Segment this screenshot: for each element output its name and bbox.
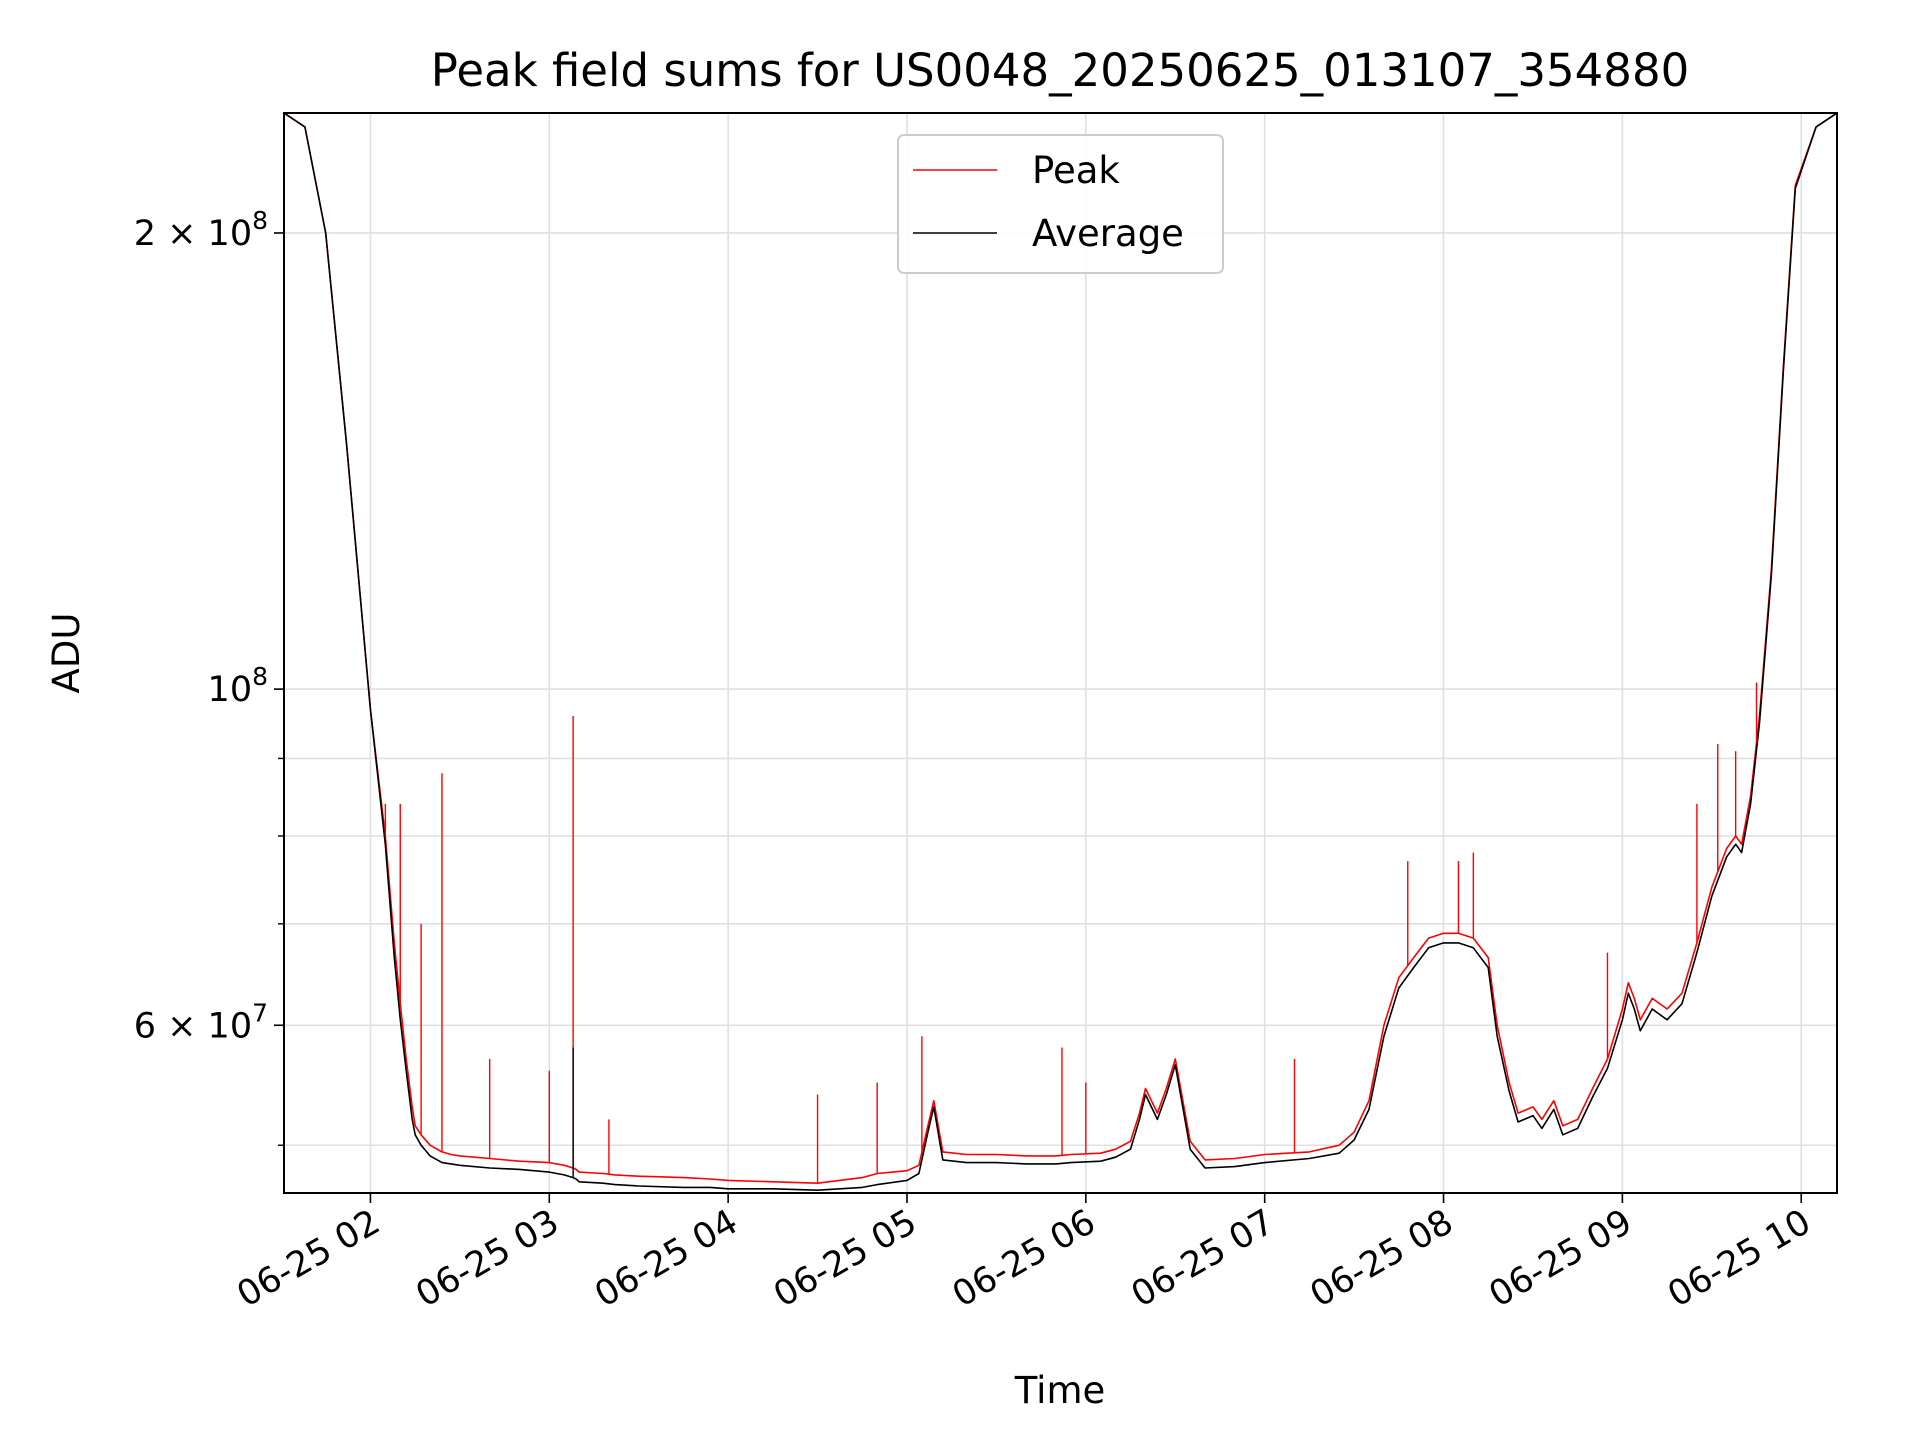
y-tick-label: 2 × 108 <box>134 206 268 254</box>
x-axis-label: Time <box>1014 1369 1106 1412</box>
y-tick-label: 108 <box>208 662 268 710</box>
chart-title: Peak field sums for US0048_20250625_0131… <box>431 44 1689 97</box>
y-axis: 6 × 107 108 2 × 108 <box>134 206 284 1146</box>
series-layer <box>284 113 1837 1191</box>
series-line-average <box>284 113 1837 1191</box>
legend-label-peak: Peak <box>1032 149 1120 192</box>
plot-frame <box>283 112 1838 1194</box>
legend: Peak Average <box>897 134 1224 274</box>
grid <box>284 113 1837 1193</box>
y-axis-label: ADU <box>45 613 88 694</box>
y-tick-label: 6 × 107 <box>134 998 268 1046</box>
legend-label-average: Average <box>1032 212 1184 255</box>
